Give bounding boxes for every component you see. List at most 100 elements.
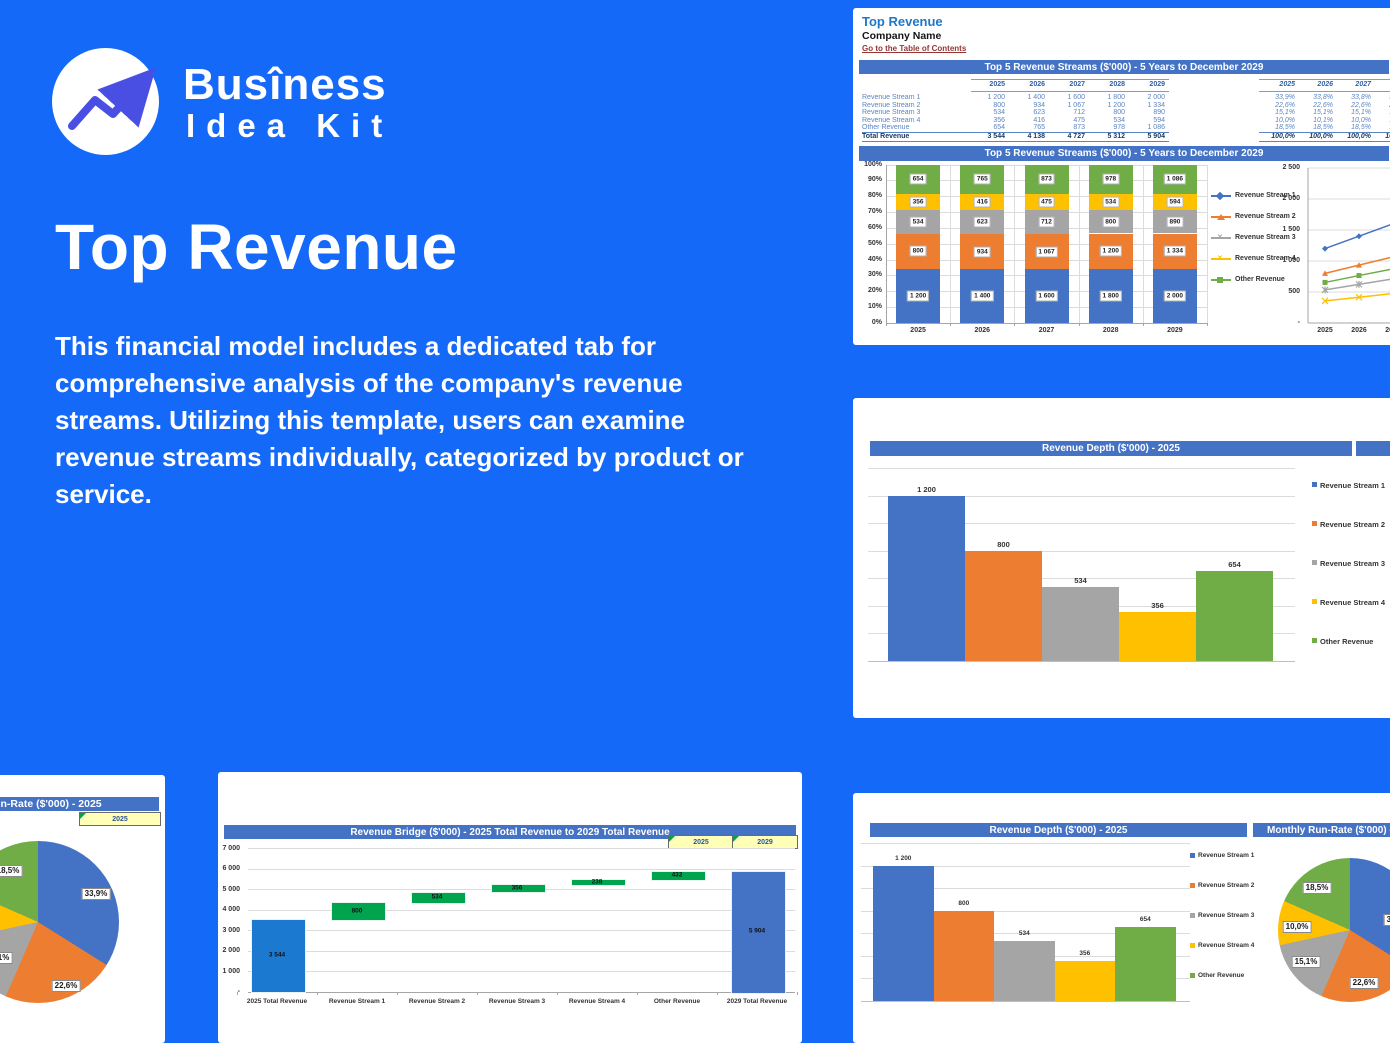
stacked-segment-value: 1 600	[1035, 290, 1058, 302]
bridge-bar-value: 238	[591, 878, 603, 886]
line-marker	[1321, 286, 1329, 294]
line-marker	[1321, 297, 1329, 305]
pct-year-column-header: 2028	[1371, 81, 1390, 88]
bridge-bar	[250, 918, 306, 994]
bridge-x-axis-label: 2029 Total Revenue	[726, 997, 788, 1005]
bridge-x-axis-label: 2025 Total Revenue	[246, 997, 308, 1005]
stacked-vgridline	[1142, 164, 1144, 323]
table-value: 623	[1033, 109, 1045, 116]
legend-label: Revenue Stream 4	[1235, 254, 1296, 262]
table-value: 765	[1033, 124, 1045, 131]
stacked-segment-value: 1 334	[1163, 245, 1187, 257]
bridge-bar-value: 534	[431, 893, 443, 901]
bridge-x-tick	[637, 991, 638, 995]
depth-gridline	[868, 661, 1295, 662]
depth-gridline	[861, 1001, 1190, 1002]
line-y-axis-label: 1 500	[1282, 226, 1300, 233]
stacked-segment-value: 1 200	[1099, 245, 1122, 257]
bridge-gridline	[248, 868, 795, 870]
stacked-segment-value: 934	[973, 246, 991, 257]
line-series	[1324, 278, 1390, 291]
depth-chart-header-bar-2: Revenue Depth ($'000) - 2025	[870, 823, 1247, 837]
depth-bar-value: 356	[1079, 949, 1091, 957]
legend-swatch	[1190, 943, 1195, 948]
page-title: Top Revenue	[55, 211, 458, 283]
depth-gridline	[861, 865, 1190, 867]
bridge-bar	[410, 891, 466, 905]
bridge-y-axis-label: 3 000	[222, 926, 240, 934]
stacked-segment-value: 765	[973, 173, 991, 185]
stacked-vgridline	[1078, 164, 1080, 323]
table-value: 1 334	[1147, 101, 1165, 109]
table-value: 1 400	[1027, 94, 1045, 101]
column-group-line	[971, 79, 1169, 80]
bridge-x-axis-label: Revenue Stream 3	[488, 997, 546, 1005]
total-value: 4 138	[1027, 132, 1045, 140]
depth-bar	[873, 865, 934, 1001]
depth-chart-header-bar: Revenue Depth ($'000) - 2025	[870, 441, 1352, 456]
line-x-axis-label: 2025	[1317, 327, 1333, 334]
line-y-axis-label: 500	[1288, 288, 1300, 295]
bridge-y-axis-label: 7 000	[222, 844, 240, 852]
year-column-header: 2025	[989, 81, 1005, 88]
stacked-segment-value: 534	[1102, 196, 1120, 208]
stacked-segment-value: 1 400	[971, 290, 994, 302]
table-pct-value: 22,6%	[1275, 101, 1295, 109]
year-column-header: 2027	[1069, 81, 1085, 88]
bridge-bar-value: 5 904	[748, 927, 766, 935]
legend-label: Revenue Stream 3	[1320, 558, 1386, 568]
bridge-x-axis-label: Revenue Stream 1	[328, 997, 386, 1005]
bridge-to-year-dropdown[interactable]: 2029	[732, 835, 798, 849]
bridge-y-axis-label: 2 000	[222, 947, 240, 954]
stacked-segment-value: 654	[909, 173, 927, 185]
stacked-chart-header-bar: Top 5 Revenue Streams ($'000) - 5 Years …	[859, 146, 1389, 161]
stacked-y-axis-label: 100%	[864, 160, 882, 168]
legend-swatch	[1190, 913, 1195, 918]
bridge-gridline	[248, 848, 795, 849]
bridge-gridline	[248, 971, 795, 972]
table-value: 1 067	[1067, 101, 1085, 109]
bridge-from-year-dropdown[interactable]: 2025	[668, 835, 734, 849]
total-pct-value: 100,0%	[1347, 132, 1371, 140]
bridge-x-tick	[397, 991, 398, 995]
legend-label: Other Revenue	[1320, 636, 1374, 646]
stacked-vgridline	[1014, 164, 1016, 323]
sheet-title: Top Revenue	[862, 14, 943, 29]
next-header-bar-fragment	[1356, 441, 1390, 456]
depth-bar	[1042, 587, 1119, 661]
revenue-bridge-panel: Revenue Bridge ($'000) - 2025 Total Reve…	[218, 772, 802, 1043]
stacked-segment-value: 712	[1038, 216, 1055, 228]
stacked-x-tick	[1078, 323, 1080, 326]
depth-bar-value: 654	[1228, 559, 1241, 569]
table-row-label: Revenue Stream 1	[862, 94, 921, 101]
depth-bar	[1119, 611, 1196, 661]
line-y-axis-label: -	[1297, 319, 1300, 326]
table-value: 534	[1113, 116, 1125, 124]
stacked-x-tick	[1207, 323, 1208, 326]
legend-label: Revenue Stream 2	[1320, 519, 1386, 529]
stacked-segment-value: 475	[1038, 196, 1055, 208]
table-pct-value: 10,1%	[1369, 117, 1390, 124]
table-of-contents-link[interactable]: Go to the Table of Contents	[862, 44, 967, 53]
bridge-x-tick	[557, 991, 558, 995]
bridge-bar	[650, 870, 706, 882]
total-pct-value: 100,0%	[1271, 132, 1295, 140]
stacked-x-axis-label: 2028	[1102, 327, 1119, 334]
total-value: 5 312	[1107, 132, 1125, 140]
line-marker	[1356, 262, 1362, 268]
depth-gridline	[868, 468, 1295, 469]
stacked-segment-value: 1 086	[1163, 173, 1187, 185]
year-column-header: 2026	[1029, 81, 1045, 88]
stacked-x-tick	[950, 323, 952, 326]
stacked-segment-value: 534	[909, 216, 927, 228]
year-dropdown[interactable]: 2025	[79, 812, 161, 826]
legend-swatch	[1312, 521, 1317, 526]
total-row-line	[1259, 131, 1390, 133]
table-pct-value: 22,6%	[1351, 101, 1371, 109]
line-series	[1324, 293, 1390, 302]
table-value: 800	[1113, 109, 1125, 116]
stacked-segment-value: 978	[1102, 173, 1120, 185]
bridge-x-axis-label: Revenue Stream 2	[408, 997, 466, 1005]
stacked-y-axis	[886, 164, 887, 323]
